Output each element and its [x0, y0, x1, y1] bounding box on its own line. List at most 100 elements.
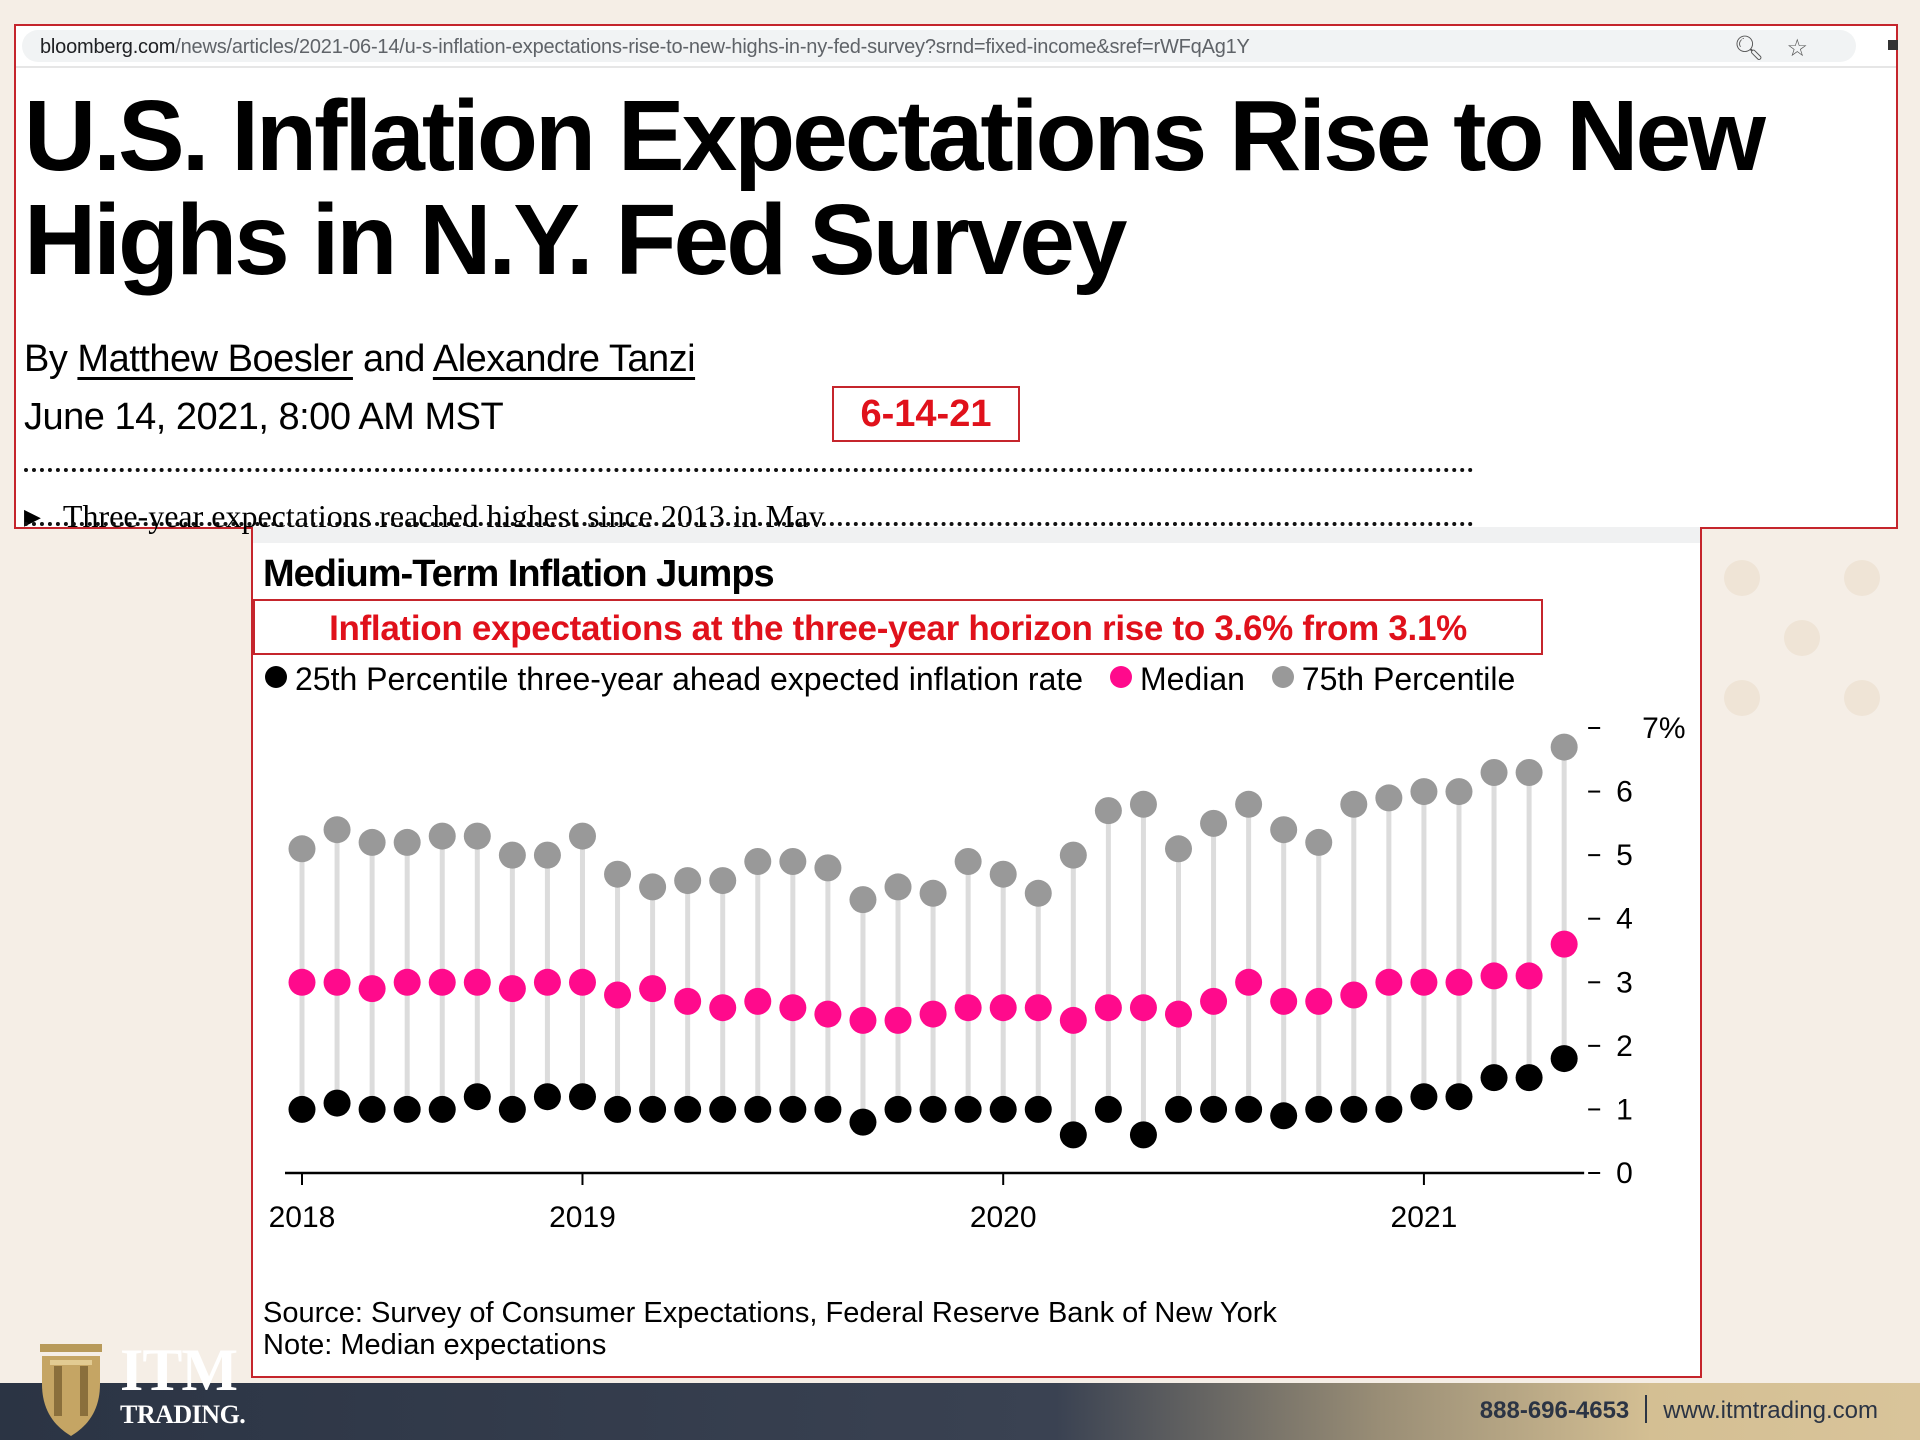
point-25th-percentile [1094, 1095, 1122, 1123]
y-tick-label: 2 [1616, 1030, 1633, 1063]
point-75th-percentile [463, 822, 491, 850]
point-25th-percentile [1445, 1083, 1473, 1111]
point-25th-percentile [1270, 1102, 1298, 1130]
point-25th-percentile [639, 1095, 667, 1123]
point-median [1515, 962, 1543, 990]
byline: By Matthew Boesler and Alexandre Tanzi [24, 338, 696, 380]
point-25th-percentile [884, 1095, 912, 1123]
chart-top-strip [253, 527, 1700, 543]
point-median [849, 1006, 877, 1034]
point-median [323, 968, 351, 996]
point-75th-percentile [323, 816, 351, 844]
zoom-out-icon[interactable]: 🔍︎ [1733, 35, 1764, 62]
point-25th-percentile [498, 1095, 526, 1123]
point-75th-percentile [1235, 790, 1263, 818]
point-median [358, 975, 386, 1003]
point-25th-percentile [674, 1095, 702, 1123]
point-median [1375, 968, 1403, 996]
point-75th-percentile [1024, 879, 1052, 907]
legend-swatch-25th [265, 666, 287, 688]
point-25th-percentile [358, 1095, 386, 1123]
point-75th-percentile [744, 848, 772, 875]
phone-number[interactable]: 888-696-4653 [1479, 1397, 1630, 1424]
point-25th-percentile [954, 1095, 982, 1123]
point-median [533, 968, 561, 996]
author-link-boesler[interactable]: Matthew Boesler [77, 338, 353, 380]
y-tick-label: 6 [1616, 776, 1633, 809]
point-75th-percentile [393, 828, 421, 856]
point-75th-percentile [498, 841, 526, 869]
x-tick-label: 2020 [970, 1201, 1037, 1234]
point-25th-percentile [1129, 1121, 1157, 1149]
point-median [1059, 1006, 1087, 1034]
point-75th-percentile [1340, 790, 1368, 818]
itm-logo-text: ITM TRADING. [120, 1337, 246, 1429]
point-median [919, 1000, 947, 1028]
point-25th-percentile [1480, 1064, 1508, 1092]
point-25th-percentile [428, 1095, 456, 1123]
point-25th-percentile [744, 1095, 772, 1123]
point-median [674, 987, 702, 1015]
point-25th-percentile [533, 1083, 561, 1111]
point-median [1024, 994, 1052, 1022]
point-median [463, 968, 491, 996]
y-tick-label: 5 [1616, 839, 1633, 872]
website-link[interactable]: www.itmtrading.com [1663, 1397, 1878, 1424]
author-link-tanzi[interactable]: Alexandre Tanzi [432, 338, 696, 380]
point-25th-percentile [1024, 1095, 1052, 1123]
point-25th-percentile [849, 1108, 877, 1136]
point-25th-percentile [1410, 1083, 1438, 1111]
point-median [1200, 987, 1228, 1015]
chart-panel: Medium-Term Inflation Jumps Inflation ex… [251, 527, 1702, 1378]
point-25th-percentile [1165, 1095, 1192, 1123]
point-75th-percentile [1375, 784, 1403, 812]
dotted-divider-bottom [24, 522, 1474, 526]
point-median [1480, 962, 1508, 990]
point-median [1340, 981, 1368, 1009]
point-25th-percentile [779, 1095, 807, 1123]
point-median [954, 994, 982, 1022]
point-25th-percentile [323, 1089, 351, 1117]
point-75th-percentile [919, 879, 947, 907]
point-median [709, 994, 737, 1022]
star-icon[interactable]: ☆ [1786, 35, 1808, 62]
point-25th-percentile [393, 1095, 421, 1123]
chart-source: Source: Survey of Consumer Expectations,… [263, 1297, 1277, 1361]
chart-legend: 25th Percentile three-year ahead expecte… [265, 661, 1533, 698]
point-median [1094, 994, 1122, 1022]
point-25th-percentile [989, 1095, 1017, 1123]
point-25th-percentile [604, 1095, 632, 1123]
point-75th-percentile [709, 867, 737, 895]
point-median [1445, 968, 1473, 996]
point-75th-percentile [779, 848, 807, 875]
article-panel: bloomberg.com/news/articles/2021-06-14/u… [14, 24, 1898, 534]
point-75th-percentile [639, 873, 667, 901]
point-median [498, 975, 526, 1003]
point-75th-percentile [428, 822, 456, 850]
point-25th-percentile [1340, 1095, 1368, 1123]
x-tick-label: 2018 [269, 1201, 336, 1234]
footer-bar [0, 1383, 1920, 1440]
point-median [814, 1000, 842, 1028]
point-75th-percentile [1129, 790, 1157, 818]
y-tick-label: 1 [1616, 1093, 1633, 1126]
y-tick-label: 3 [1616, 966, 1633, 999]
point-25th-percentile [1059, 1121, 1087, 1149]
point-75th-percentile [358, 828, 386, 856]
point-25th-percentile [463, 1083, 491, 1111]
point-25th-percentile [1305, 1095, 1333, 1123]
point-75th-percentile [989, 860, 1017, 888]
url-field[interactable]: bloomberg.com/news/articles/2021-06-14/u… [22, 30, 1856, 62]
point-75th-percentile [1410, 778, 1438, 806]
x-tick-label: 2021 [1391, 1201, 1458, 1234]
point-75th-percentile [814, 854, 842, 882]
point-median [744, 987, 772, 1015]
y-tick-label: 7% [1642, 712, 1685, 745]
point-75th-percentile [1200, 809, 1228, 837]
footer-contact: 888-696-4653 www.itmtrading.com [1480, 1395, 1878, 1425]
extension-icon[interactable] [1888, 40, 1898, 50]
point-median [393, 968, 421, 996]
point-75th-percentile [849, 886, 877, 914]
point-25th-percentile [288, 1095, 316, 1123]
url-text[interactable]: bloomberg.com/news/articles/2021-06-14/u… [40, 36, 1250, 58]
